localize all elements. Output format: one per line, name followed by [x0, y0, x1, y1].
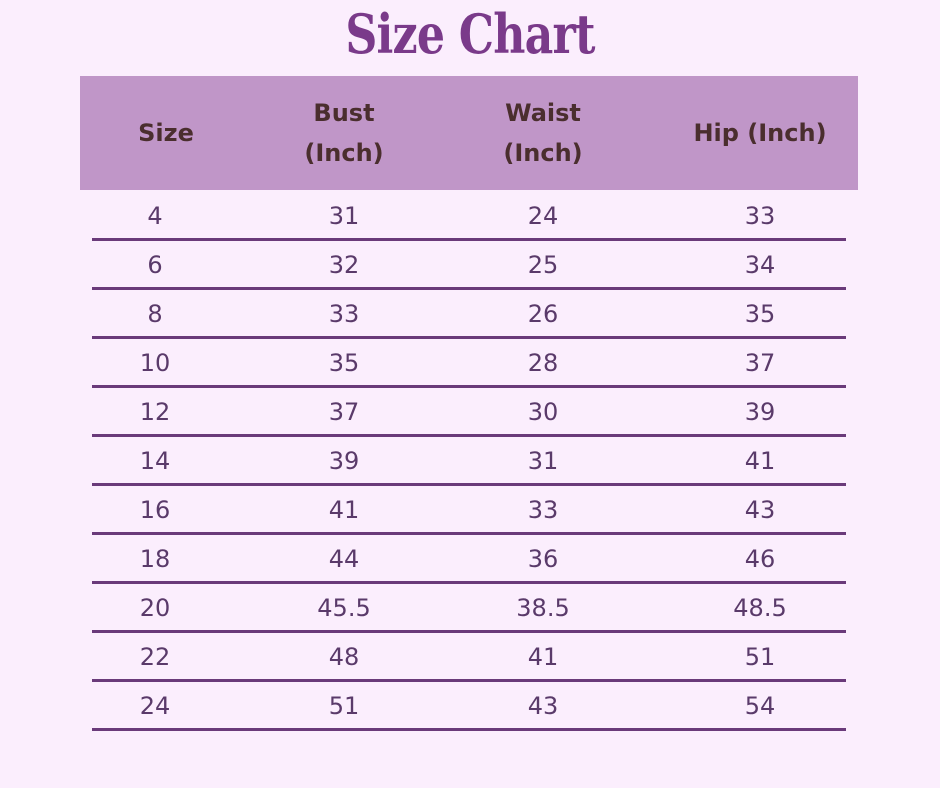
- table-cell: 39: [744, 398, 776, 426]
- table-row: 16 41 33 43: [92, 486, 846, 535]
- column-header: Bust (Inch): [304, 99, 384, 167]
- table-cell: 33: [328, 300, 360, 328]
- table-cell: 4: [147, 202, 163, 230]
- table-row: 12 37 30 39: [92, 388, 846, 437]
- table-cell: 43: [744, 496, 776, 524]
- table-row: 20 45.5 38.5 48.5: [92, 584, 846, 633]
- table-row: 10 35 28 37: [92, 339, 846, 388]
- table-cell: 37: [328, 398, 360, 426]
- table-cell: 31: [527, 447, 559, 475]
- table-cell: 25: [527, 251, 559, 279]
- table-cell: 20: [139, 594, 171, 622]
- table-cell: 33: [527, 496, 559, 524]
- table-cell: 41: [527, 643, 559, 671]
- table-cell: 30: [527, 398, 559, 426]
- table-row: 4 31 24 33: [92, 192, 846, 241]
- table-cell: 41: [328, 496, 360, 524]
- table-cell: 8: [147, 300, 163, 328]
- column-header: Waist (Inch): [503, 99, 583, 167]
- table-cell: 38.5: [516, 594, 570, 622]
- table-row: 6 32 25 34: [92, 241, 846, 290]
- table-cell: 43: [527, 692, 559, 720]
- table-cell: 37: [744, 349, 776, 377]
- table-cell: 34: [744, 251, 776, 279]
- table-cell: 31: [328, 202, 360, 230]
- table-cell: 48: [328, 643, 360, 671]
- table-cell: 35: [744, 300, 776, 328]
- table-cell: 35: [328, 349, 360, 377]
- column-header: Hip (Inch): [693, 119, 827, 147]
- table-cell: 24: [527, 202, 559, 230]
- table-cell: 39: [328, 447, 360, 475]
- table-cell: 28: [527, 349, 559, 377]
- table-cell: 33: [744, 202, 776, 230]
- table-cell: 41: [744, 447, 776, 475]
- table-row: 18 44 36 46: [92, 535, 846, 584]
- table-cell: 54: [744, 692, 776, 720]
- table-row: 14 39 31 41: [92, 437, 846, 486]
- table-cell: 46: [744, 545, 776, 573]
- table-cell: 14: [139, 447, 171, 475]
- table-cell: 51: [328, 692, 360, 720]
- table-cell: 45.5: [317, 594, 371, 622]
- table-cell: 22: [139, 643, 171, 671]
- table-cell: 51: [744, 643, 776, 671]
- table-cell: 16: [139, 496, 171, 524]
- table-cell: 12: [139, 398, 171, 426]
- table-cell: 24: [139, 692, 171, 720]
- table-cell: 10: [139, 349, 171, 377]
- table-cell: 36: [527, 545, 559, 573]
- table-cell: 44: [328, 545, 360, 573]
- table-row: 22 48 41 51: [92, 633, 846, 682]
- table-row: 8 33 26 35: [92, 290, 846, 339]
- table-row: 24 51 43 54: [92, 682, 846, 731]
- table-cell: 6: [147, 251, 163, 279]
- table-cell: 32: [328, 251, 360, 279]
- page-title: Size Chart: [345, 2, 595, 66]
- column-header: Size: [138, 119, 194, 147]
- table-header: Size Bust (Inch) Waist (Inch) Hip (Inch): [80, 76, 858, 190]
- table-cell: 48.5: [733, 594, 787, 622]
- table-cell: 18: [139, 545, 171, 573]
- table-cell: 26: [527, 300, 559, 328]
